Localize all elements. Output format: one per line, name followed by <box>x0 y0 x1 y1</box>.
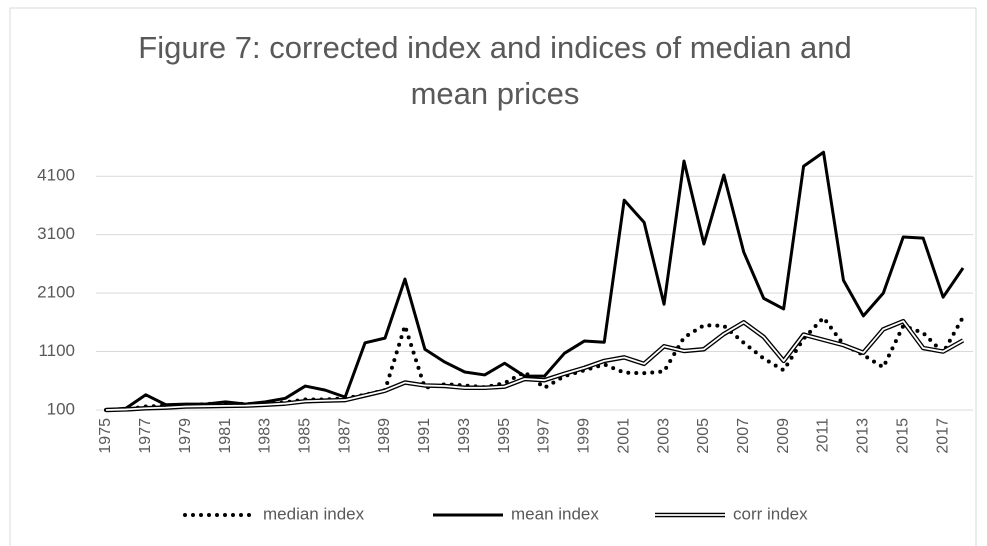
x-tick-label: 1981 <box>217 418 234 454</box>
x-tick-label: 1993 <box>456 418 473 454</box>
x-tick-label: 2005 <box>695 418 712 454</box>
x-tick-label: 2011 <box>815 418 832 453</box>
chart-border <box>9 7 977 546</box>
x-tick-label: 1987 <box>336 418 353 454</box>
x-tick-label: 1979 <box>177 418 194 454</box>
chart-title: Figure 7: corrected index and indices of… <box>138 30 852 111</box>
x-tick-label: 2007 <box>735 418 752 454</box>
line-series <box>103 314 966 412</box>
x-tick-label: 1977 <box>137 418 154 454</box>
y-tick-label: 3100 <box>37 224 75 243</box>
y-tick-label: 2100 <box>37 283 75 302</box>
x-tick-label: 1997 <box>536 418 553 454</box>
y-tick-label: 4100 <box>37 166 75 185</box>
x-tick-label: 1999 <box>576 418 593 454</box>
x-tick-label: 2015 <box>894 418 911 454</box>
x-tick-label: 2017 <box>934 418 951 454</box>
line-series <box>105 150 965 412</box>
legend-label: corr index <box>733 504 808 523</box>
x-tick-label: 1991 <box>416 418 433 454</box>
x-tick-label: 2001 <box>615 418 632 454</box>
x-tick-label: 1995 <box>496 418 513 454</box>
x-tick-label: 2013 <box>855 418 872 454</box>
y-tick-label: 100 <box>47 399 75 418</box>
x-tick-label: 1985 <box>297 418 314 454</box>
legend-label: mean index <box>511 504 599 523</box>
x-tick-label: 1989 <box>376 418 393 454</box>
legend-label: median index <box>263 504 365 523</box>
x-tick-label: 2009 <box>775 418 792 454</box>
x-tick-label: 1975 <box>97 418 114 454</box>
x-tick-label: 2003 <box>655 418 672 454</box>
line-series-inner <box>105 320 964 411</box>
y-tick-label: 1100 <box>38 341 75 360</box>
x-tick-label: 1983 <box>257 418 274 454</box>
